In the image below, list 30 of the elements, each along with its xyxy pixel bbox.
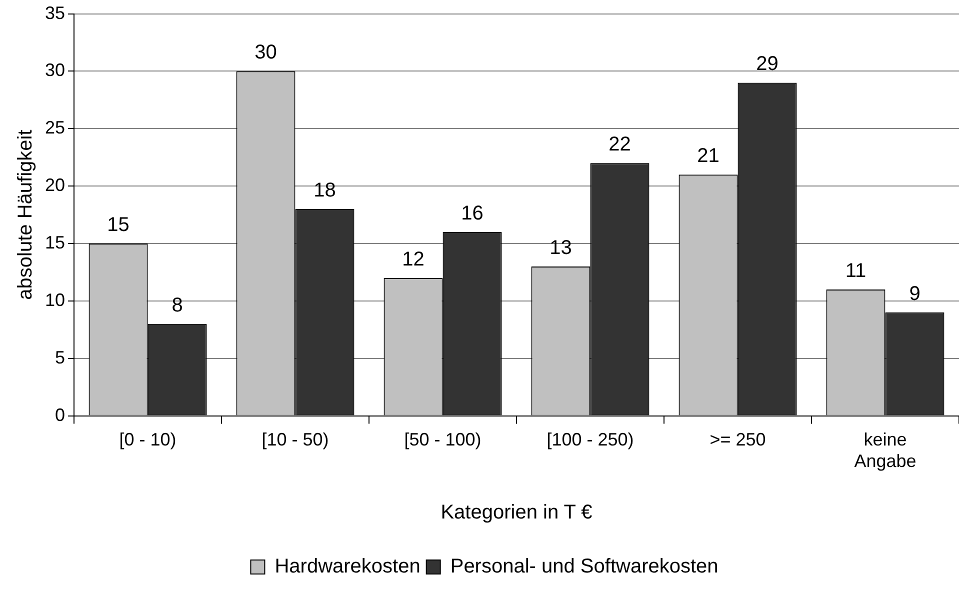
data-label: 16 [461,202,484,225]
y-axis-title: absolute Häufigkeit [14,129,37,300]
data-label: 21 [697,145,720,168]
data-label: 11 [845,260,866,282]
x-tick-label: [100 - 250) [546,430,634,450]
data-label: 8 [172,294,183,316]
data-label: 18 [314,180,336,202]
legend-label: Hardwarekosten [274,556,420,578]
x-tick-label: [10 - 50) [262,430,329,450]
y-tick-label: 20 [44,175,66,196]
x-axis-title: Kategorien in T € [440,502,592,524]
y-tick-label: 0 [55,404,66,425]
data-label: 30 [254,42,277,64]
x-tick-label: [50 - 100) [404,430,482,450]
data-label: 12 [402,248,424,270]
y-tick-label: 25 [44,118,66,138]
legend-label: Personal- und Softwarekosten [450,556,718,578]
data-label: 13 [550,237,572,259]
x-tick-label: >= 250 [710,430,766,450]
y-tick-label: 30 [44,60,66,80]
y-tick-label: 35 [44,2,66,23]
data-label: 9 [909,282,920,305]
y-tick-label: 5 [55,347,66,368]
y-tick-label: 10 [44,290,66,310]
data-label: 29 [756,53,778,76]
x-tick-label: [0 - 10) [119,430,176,450]
data-label: 15 [107,214,130,236]
data-label: 22 [608,134,631,156]
x-tick-label: keine Angabe [854,430,916,472]
y-tick-label: 15 [44,232,66,252]
